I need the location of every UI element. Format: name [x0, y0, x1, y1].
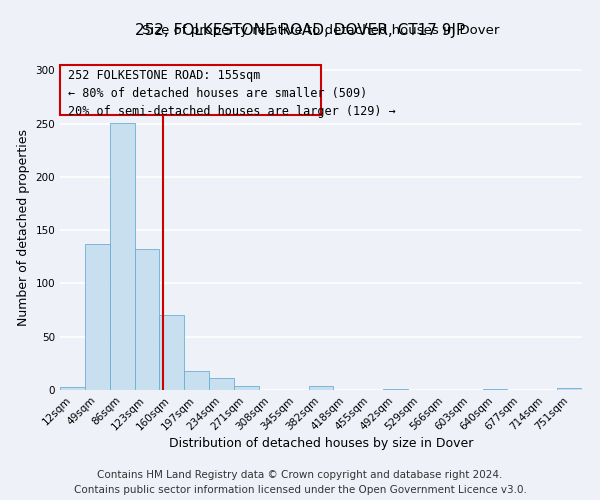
Text: Contains HM Land Registry data © Crown copyright and database right 2024.: Contains HM Land Registry data © Crown c… [97, 470, 503, 480]
Y-axis label: Number of detached properties: Number of detached properties [17, 129, 30, 326]
Bar [134, 250, 160, 390]
Bar [209, 378, 234, 390]
Bar [160, 316, 184, 390]
Bar [383, 389, 408, 390]
Bar [557, 388, 582, 390]
FancyBboxPatch shape [60, 65, 321, 116]
Bar [60, 387, 85, 390]
Text: Contains public sector information licensed under the Open Government Licence v3: Contains public sector information licen… [74, 485, 526, 495]
X-axis label: Distribution of detached houses by size in Dover: Distribution of detached houses by size … [169, 438, 473, 450]
Bar [184, 371, 209, 390]
Bar [85, 244, 110, 390]
Text: 252, FOLKESTONE ROAD, DOVER, CT17 9JP: 252, FOLKESTONE ROAD, DOVER, CT17 9JP [135, 22, 465, 38]
Bar [482, 389, 508, 390]
Bar [234, 386, 259, 390]
Text: 252 FOLKESTONE ROAD: 155sqm
← 80% of detached houses are smaller (509)
20% of se: 252 FOLKESTONE ROAD: 155sqm ← 80% of det… [68, 69, 395, 118]
Bar [308, 386, 334, 390]
Title: Size of property relative to detached houses in Dover: Size of property relative to detached ho… [142, 24, 500, 38]
Bar [110, 122, 134, 390]
